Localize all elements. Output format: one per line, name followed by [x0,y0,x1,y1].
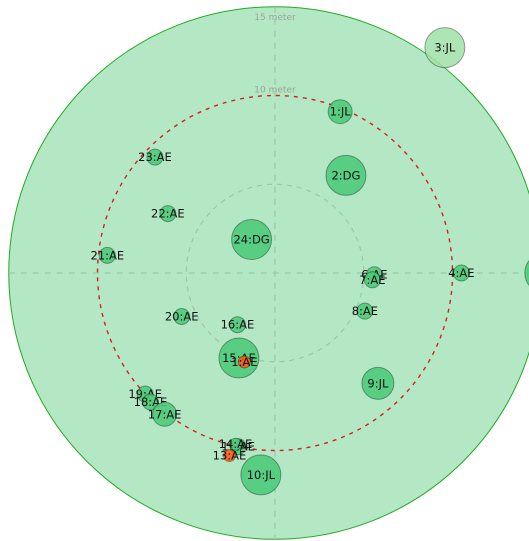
marker-label: 16:AE [221,318,255,332]
marker-dot[interactable] [524,253,529,293]
marker-8-ae[interactable]: 8:AE [352,302,378,320]
marker-layer: 3:JL 1:JL 2:DG 23:AE 22:AE 21:AE 24:DG 4:AE 5:DG… [90,27,529,496]
marker-label: 1:JL [330,105,352,119]
marker-5-dg[interactable]: 5:DG [524,253,529,293]
inner-ring-label: 10 meter [254,86,296,96]
marker-label: 23:AE [138,150,172,164]
marker-14-ae[interactable]: 14:AE [219,437,253,451]
marker-label: 3:JL [434,41,456,55]
marker-label: 1:AE [231,355,257,369]
marker-10-jl[interactable]: 10:JL [240,454,282,496]
marker-label: 13:AE [213,449,247,463]
marker-label: 21:AE [90,248,124,262]
marker-dot[interactable] [424,27,466,69]
marker-17-ae[interactable]: 17:AE [148,401,182,427]
marker-dot[interactable] [452,264,470,282]
marker-label: 2:DG [331,168,360,182]
marker-label: 10:JL [247,468,276,482]
marker-dot[interactable] [218,337,260,379]
marker-label: 4:AE [448,266,474,280]
marker-dot[interactable] [327,99,353,125]
marker-13-ae[interactable]: 13:AE [213,449,247,463]
marker-dot[interactable] [240,454,282,496]
crosshair [8,6,529,540]
outer-ring-label: 15 meter [254,13,296,23]
marker-dot[interactable] [325,154,367,196]
marker-4-ae[interactable]: 4:AE [448,264,475,282]
marker-dot[interactable] [237,355,251,369]
marker-dot[interactable] [228,316,246,334]
marker-20-ae[interactable]: 20:AE [165,308,199,326]
marker-label: 17:AE [148,407,182,421]
marker-dot[interactable] [98,246,116,264]
marker-24-dg[interactable]: 24:DG [231,219,273,261]
marker-dot[interactable] [356,302,374,320]
marker-label: 22:AE [151,207,185,221]
marker-label: 20:AE [165,310,199,324]
marker-2-dg[interactable]: 2:DG [325,154,367,196]
marker-dot[interactable] [361,366,395,400]
marker-1-ae[interactable]: 1:AE [231,355,257,369]
marker-label: 8:AE [352,304,378,318]
marker-dot[interactable] [146,148,164,166]
marker-22-ae[interactable]: 22:AE [151,205,185,223]
marker-1-jl[interactable]: 1:JL [327,99,353,125]
marker-21-ae[interactable]: 21:AE [90,246,124,264]
marker-3-jl[interactable]: 3:JL [424,27,466,69]
marker-dot[interactable] [222,449,236,463]
inner-range-ring [185,183,365,363]
marker-dot[interactable] [228,437,242,451]
limit-range-ring [96,94,454,452]
marker-dot[interactable] [231,219,273,261]
marker-label: 7:AE [359,273,385,287]
marker-label: 24:DG [233,233,269,247]
marker-dot[interactable] [152,401,178,427]
marker-dot[interactable] [363,271,381,289]
marker-23-ae[interactable]: 23:AE [138,148,172,166]
marker-dot[interactable] [141,393,159,411]
marker-label: 9:JL [367,376,389,390]
marker-9-jl[interactable]: 9:JL [361,366,395,400]
marker-16-ae[interactable]: 16:AE [221,316,255,334]
marker-7-ae[interactable]: 7:AE [359,271,386,289]
marker-label: 14:AE [219,437,253,451]
marker-dot[interactable] [173,308,191,326]
marker-dot[interactable] [159,205,177,223]
